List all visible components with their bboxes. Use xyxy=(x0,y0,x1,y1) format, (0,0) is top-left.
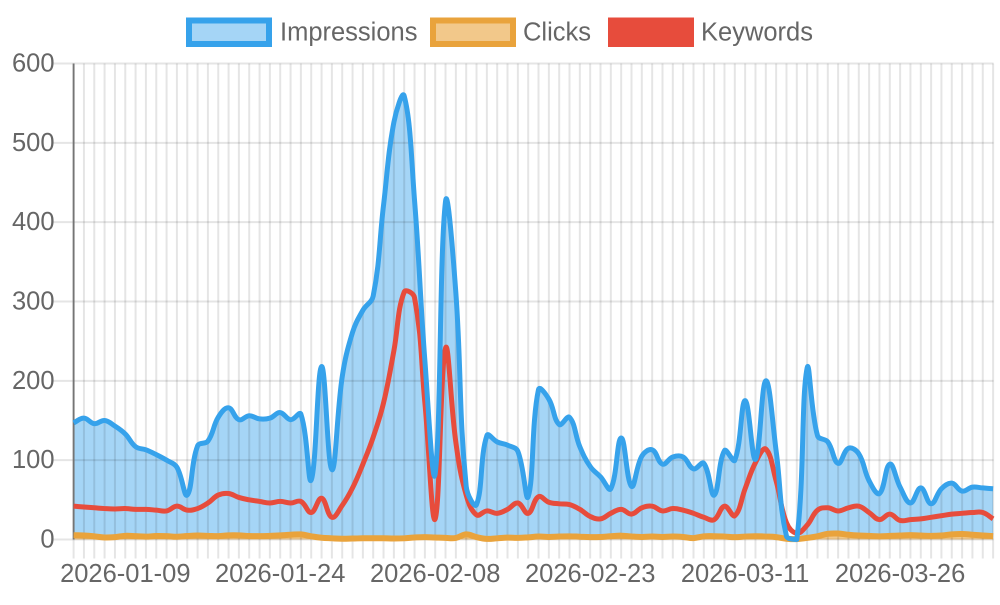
svg-text:600: 600 xyxy=(12,50,55,78)
svg-text:0: 0 xyxy=(40,526,54,554)
svg-text:Impressions: Impressions xyxy=(280,19,417,47)
svg-text:Keywords: Keywords xyxy=(701,19,813,47)
svg-text:Clicks: Clicks xyxy=(523,19,591,47)
svg-text:2026-01-24: 2026-01-24 xyxy=(215,560,345,588)
svg-text:2026-01-09: 2026-01-09 xyxy=(60,560,190,588)
svg-text:2026-02-08: 2026-02-08 xyxy=(370,560,500,588)
svg-text:100: 100 xyxy=(12,446,55,474)
svg-text:2026-02-23: 2026-02-23 xyxy=(525,560,655,588)
svg-text:400: 400 xyxy=(12,208,55,236)
svg-text:500: 500 xyxy=(12,129,55,157)
svg-text:300: 300 xyxy=(12,288,55,316)
svg-text:2026-03-11: 2026-03-11 xyxy=(681,560,810,588)
svg-text:200: 200 xyxy=(12,367,55,395)
svg-text:2026-03-26: 2026-03-26 xyxy=(835,560,965,588)
